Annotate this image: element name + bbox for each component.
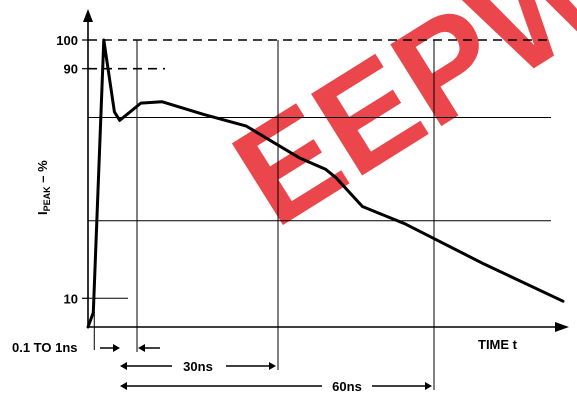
y-axis-label-main: I bbox=[35, 211, 50, 215]
y-axis-arrowhead bbox=[83, 9, 93, 22]
dim-60ns-right-head bbox=[425, 382, 432, 390]
series-layer bbox=[86, 38, 565, 329]
annotation-60ns-label: 60ns bbox=[332, 379, 362, 394]
dim-30ns-left-head bbox=[120, 362, 127, 370]
axes bbox=[83, 9, 569, 332]
y-tick-label-2: 10 bbox=[64, 291, 78, 306]
y-axis-label: IPEAK – % bbox=[35, 160, 52, 215]
annotation-rise-time-label: 0.1 TO 1ns bbox=[12, 340, 78, 355]
y-tick-labels: 100 90 10 bbox=[56, 33, 88, 306]
y-tick-label-1: 90 bbox=[64, 62, 78, 77]
dim-60ns-left-head bbox=[120, 382, 127, 390]
y-axis-label-suffix: – % bbox=[35, 160, 50, 186]
annotation-30ns-label: 30ns bbox=[183, 359, 213, 374]
rise-arrow-right-head bbox=[138, 344, 145, 352]
y-tick-label-0: 100 bbox=[56, 33, 78, 48]
x-axis-arrowhead bbox=[555, 322, 569, 332]
series-line bbox=[86, 38, 565, 329]
dim-30ns-right-head bbox=[269, 362, 276, 370]
rise-arrow-left-head bbox=[113, 344, 120, 352]
y-axis-label-subscript: PEAK bbox=[42, 186, 52, 212]
grid-lines bbox=[88, 39, 551, 390]
time-annotations: 0.1 TO 1ns 30ns 60ns bbox=[12, 340, 432, 394]
x-axis-label: TIME t bbox=[478, 337, 518, 352]
